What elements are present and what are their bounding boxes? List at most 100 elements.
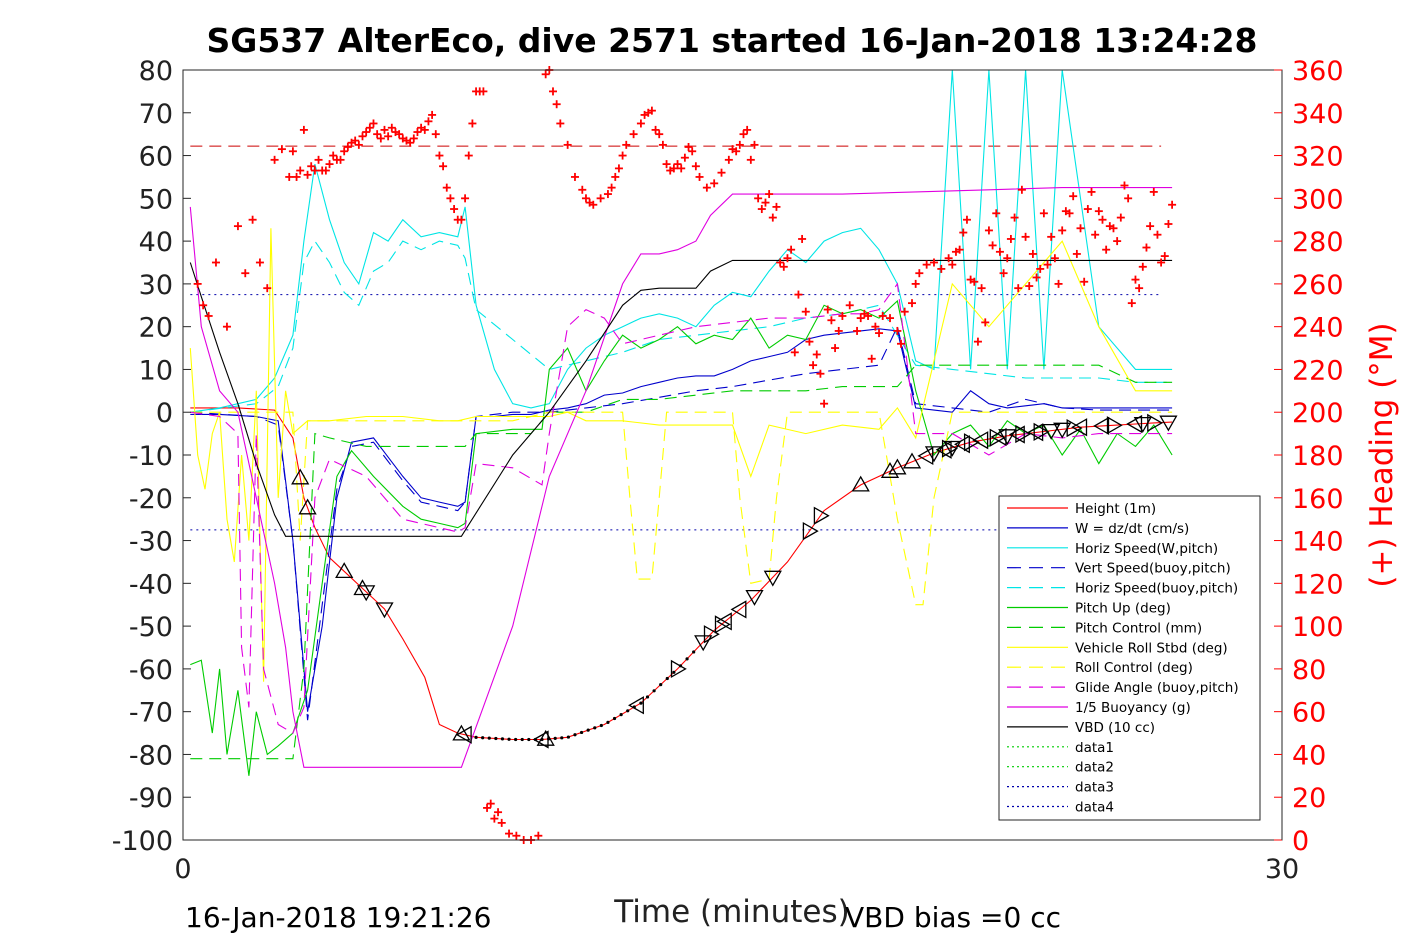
height-dot: [593, 726, 597, 730]
y-tick-label: -60: [129, 655, 173, 686]
heading-point: [838, 311, 847, 320]
heading-point: [831, 344, 840, 353]
heading-point: [995, 247, 1004, 256]
triangle-up-marker: [335, 562, 354, 579]
y-tick-label: -40: [129, 569, 173, 600]
y-right-tick-label: 140: [1292, 527, 1344, 558]
triangle-right-marker: [670, 659, 687, 679]
y-right-tick-label: 60: [1292, 698, 1326, 729]
heading-point: [629, 130, 638, 139]
heading-point: [973, 337, 982, 346]
y-right-tick-label: 20: [1292, 783, 1326, 814]
heading-point: [270, 155, 279, 164]
triangle-left-marker: [715, 612, 732, 631]
heading-point: [724, 155, 733, 164]
heading-point: [820, 399, 829, 408]
heading-point: [1153, 230, 1162, 239]
heading-point: [1047, 232, 1056, 241]
y-tick-label: 60: [139, 142, 173, 173]
heading-point: [248, 215, 257, 224]
heading-point: [984, 226, 993, 235]
heading-point: [746, 155, 755, 164]
heading-point: [1010, 213, 1019, 222]
heading-point: [970, 277, 979, 286]
series-line: [190, 282, 1173, 734]
heading-point: [1113, 237, 1122, 246]
heading-point: [233, 222, 242, 231]
triangle-up-marker: [452, 724, 471, 741]
heading-point: [1083, 205, 1092, 214]
heading-point: [1003, 254, 1012, 263]
y-tick-label: -10: [129, 441, 173, 472]
series-line: [190, 328, 1173, 712]
heading-point: [867, 354, 876, 363]
triangle-left-marker: [935, 440, 952, 459]
legend-label: data4: [1075, 800, 1114, 816]
heading-point: [658, 140, 667, 149]
heading-point: [897, 339, 906, 348]
heading-point: [285, 172, 294, 181]
heading-point: [1135, 284, 1144, 293]
y-tick-label: -30: [129, 527, 173, 558]
heading-point: [490, 814, 499, 823]
heading-point: [310, 166, 319, 175]
triangle-left-marker: [972, 431, 989, 450]
heading-point: [754, 194, 763, 203]
heading-point: [768, 213, 777, 222]
legend-label: Pitch Control (mm): [1075, 620, 1202, 636]
heading-point: [614, 164, 623, 173]
height-dot: [553, 736, 557, 740]
triangle-left-marker: [1126, 414, 1143, 434]
footer-timestamp: 16-Jan-2018 19:21:26: [185, 901, 491, 934]
heading-point: [497, 818, 506, 827]
y-tick-label: -50: [129, 612, 173, 643]
y-right-tick-label: 120: [1292, 569, 1344, 600]
legend-label: Vehicle Roll Stbd (deg): [1075, 640, 1228, 656]
triangle-right-marker: [714, 615, 731, 634]
heading-point: [845, 301, 854, 310]
heading-point: [1131, 275, 1140, 284]
legend-label: data1: [1075, 740, 1114, 756]
heading-point: [1160, 252, 1169, 261]
heading-point: [1017, 185, 1026, 194]
right-axis-ticks: 3603403203002802602402202001801601401201…: [1274, 56, 1344, 857]
heading-point: [607, 183, 616, 192]
height-dot: [500, 737, 505, 741]
heading-point: [461, 194, 470, 203]
height-dot: [533, 737, 538, 742]
heading-point: [578, 185, 587, 194]
heading-point: [395, 130, 404, 139]
heading-point: [1014, 284, 1023, 293]
heading-point: [908, 299, 917, 308]
legend-label: data2: [1075, 760, 1114, 776]
triangle-up-marker: [888, 458, 907, 475]
y-right-tick-label: 280: [1292, 227, 1344, 258]
heading-point: [541, 70, 550, 79]
triangle-left-marker: [455, 725, 472, 744]
triangle-markers: [291, 413, 1178, 749]
y-right-tick-label: 260: [1292, 270, 1344, 301]
heading-point: [362, 128, 371, 137]
heading-point: [1058, 226, 1067, 235]
y-tick-label: 20: [139, 313, 173, 344]
x-axis-ticks: 0 30: [174, 832, 1299, 885]
y-right-tick-label: 40: [1292, 740, 1326, 771]
triangle-up-marker: [880, 461, 900, 478]
triangle-left-marker: [1027, 423, 1044, 442]
legend-label: data3: [1075, 780, 1114, 796]
y-right-tick-label: 160: [1292, 484, 1344, 515]
height-dot: [692, 650, 696, 654]
heading-point: [1039, 209, 1048, 218]
heading-point: [893, 326, 902, 335]
triangle-left-marker: [1093, 416, 1110, 436]
legend-label: W = dz/dt (cm/s): [1075, 521, 1189, 537]
heading-point: [1043, 260, 1052, 269]
heading-points: [193, 66, 1177, 844]
heading-point: [922, 260, 931, 269]
legend-label: Horiz Speed(W,pitch): [1075, 541, 1218, 557]
y-right-tick-label: 220: [1292, 355, 1344, 386]
heading-point: [1098, 215, 1107, 224]
y-right-tick-label: 200: [1292, 398, 1344, 429]
triangle-up-marker: [851, 475, 870, 492]
heading-point: [750, 140, 759, 149]
